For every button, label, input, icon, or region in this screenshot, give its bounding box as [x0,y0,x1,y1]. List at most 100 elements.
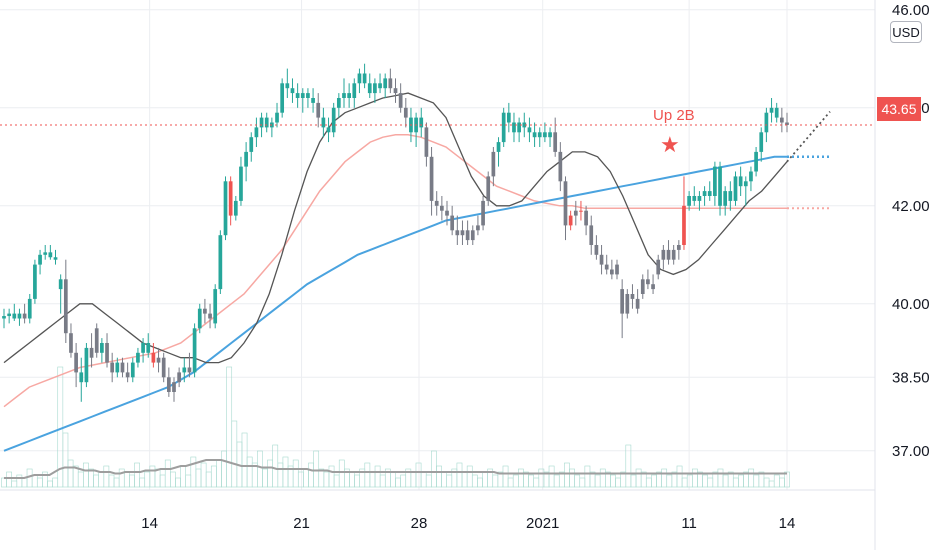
candle-body [306,93,310,98]
candle-body [130,362,135,378]
volume-bar [318,468,325,488]
candle-body [285,83,290,89]
candle-body [89,347,94,358]
volume-bar [31,474,38,488]
candle-body [105,343,109,363]
volume-bar [77,471,84,488]
candle-body [620,289,625,314]
candle-body [723,191,728,206]
candle-body [264,117,269,128]
candle-body [136,352,140,363]
candle-body [743,181,748,187]
volume-bar [502,465,509,488]
volume-bar [67,459,74,488]
candle-body [522,122,527,128]
candle-body [17,313,22,319]
candle-body [491,151,496,177]
candle-body [579,210,583,212]
volume-bar [1,477,7,488]
candle-body [223,181,228,236]
candle-body [84,347,89,383]
candle-body [27,298,32,319]
volume-bar [564,462,570,488]
candle-body [331,107,336,133]
volume-bar [492,474,499,488]
volume-bar [630,474,637,488]
candle-body [589,225,594,245]
volume-bar [425,474,432,488]
candle-body [300,93,305,98]
time-axis-ticks: 14 21 28 2021 11 14 [141,515,795,532]
candle-body [141,343,145,353]
last-price-tag: 43.65 [877,97,921,121]
volume-bar [349,471,355,488]
volume-bar [477,477,483,488]
candle-body [58,279,63,290]
candle-body [94,328,99,353]
candle-body [290,88,295,94]
volume-bar [328,465,335,488]
candle-body [254,127,259,138]
candle-body [228,181,233,216]
candle-body [156,357,161,363]
volume-bar [16,474,23,488]
volume-bar [732,477,739,488]
candle-body [326,127,331,133]
candle-body [558,151,563,182]
candle-body [233,200,238,216]
candle-body [517,122,521,133]
candle-body [754,151,758,172]
y-tick-label: 42.00 [892,198,930,215]
candle-body [625,294,630,314]
x-tick-label: 11 [681,515,697,532]
candle-body [470,230,475,241]
volume-bar [42,471,48,488]
candle-body [573,210,578,216]
candle-body [749,171,753,182]
candle-body [146,343,151,353]
volume-bar [180,465,186,488]
candle-body [661,249,666,260]
volume-bar [748,468,755,488]
candle-body [610,269,614,275]
candle-body [738,176,743,187]
volume-bar [113,477,120,488]
candle-body [604,264,609,270]
candle-body [728,191,733,201]
candle-body [501,112,506,143]
candle-body [249,137,254,152]
candle-body [718,166,722,206]
volume-bar [159,474,166,488]
candle-body [769,107,774,113]
volume-bar [446,474,453,488]
volume-ma-line [4,459,787,479]
volume-bar [681,477,688,488]
volume-bar [144,471,151,488]
x-tick-label: 28 [411,515,428,532]
candle-body [187,367,192,373]
star-icon: ★ [660,133,680,158]
candles [2,63,789,402]
grid-lines [0,0,875,490]
volume-bar [149,465,156,488]
candle-body [53,257,58,260]
volume-bar [436,465,442,488]
volume-bar [784,471,790,488]
currency-button[interactable]: USD [890,21,922,43]
candle-body [713,166,717,196]
volume-bar [205,471,212,488]
candle-body [367,83,372,94]
x-tick-label: 14 [779,515,796,532]
volume-histogram [1,366,790,488]
x-tick-label: 21 [293,515,310,532]
candle-body [682,205,686,245]
volume-bar [456,462,463,488]
volume-bar [686,474,693,488]
candle-body [429,156,434,201]
candle-body [342,93,346,98]
candle-body [398,93,403,108]
candle-body [455,230,460,236]
volume-bar [313,450,320,488]
volume-bar [400,474,407,488]
